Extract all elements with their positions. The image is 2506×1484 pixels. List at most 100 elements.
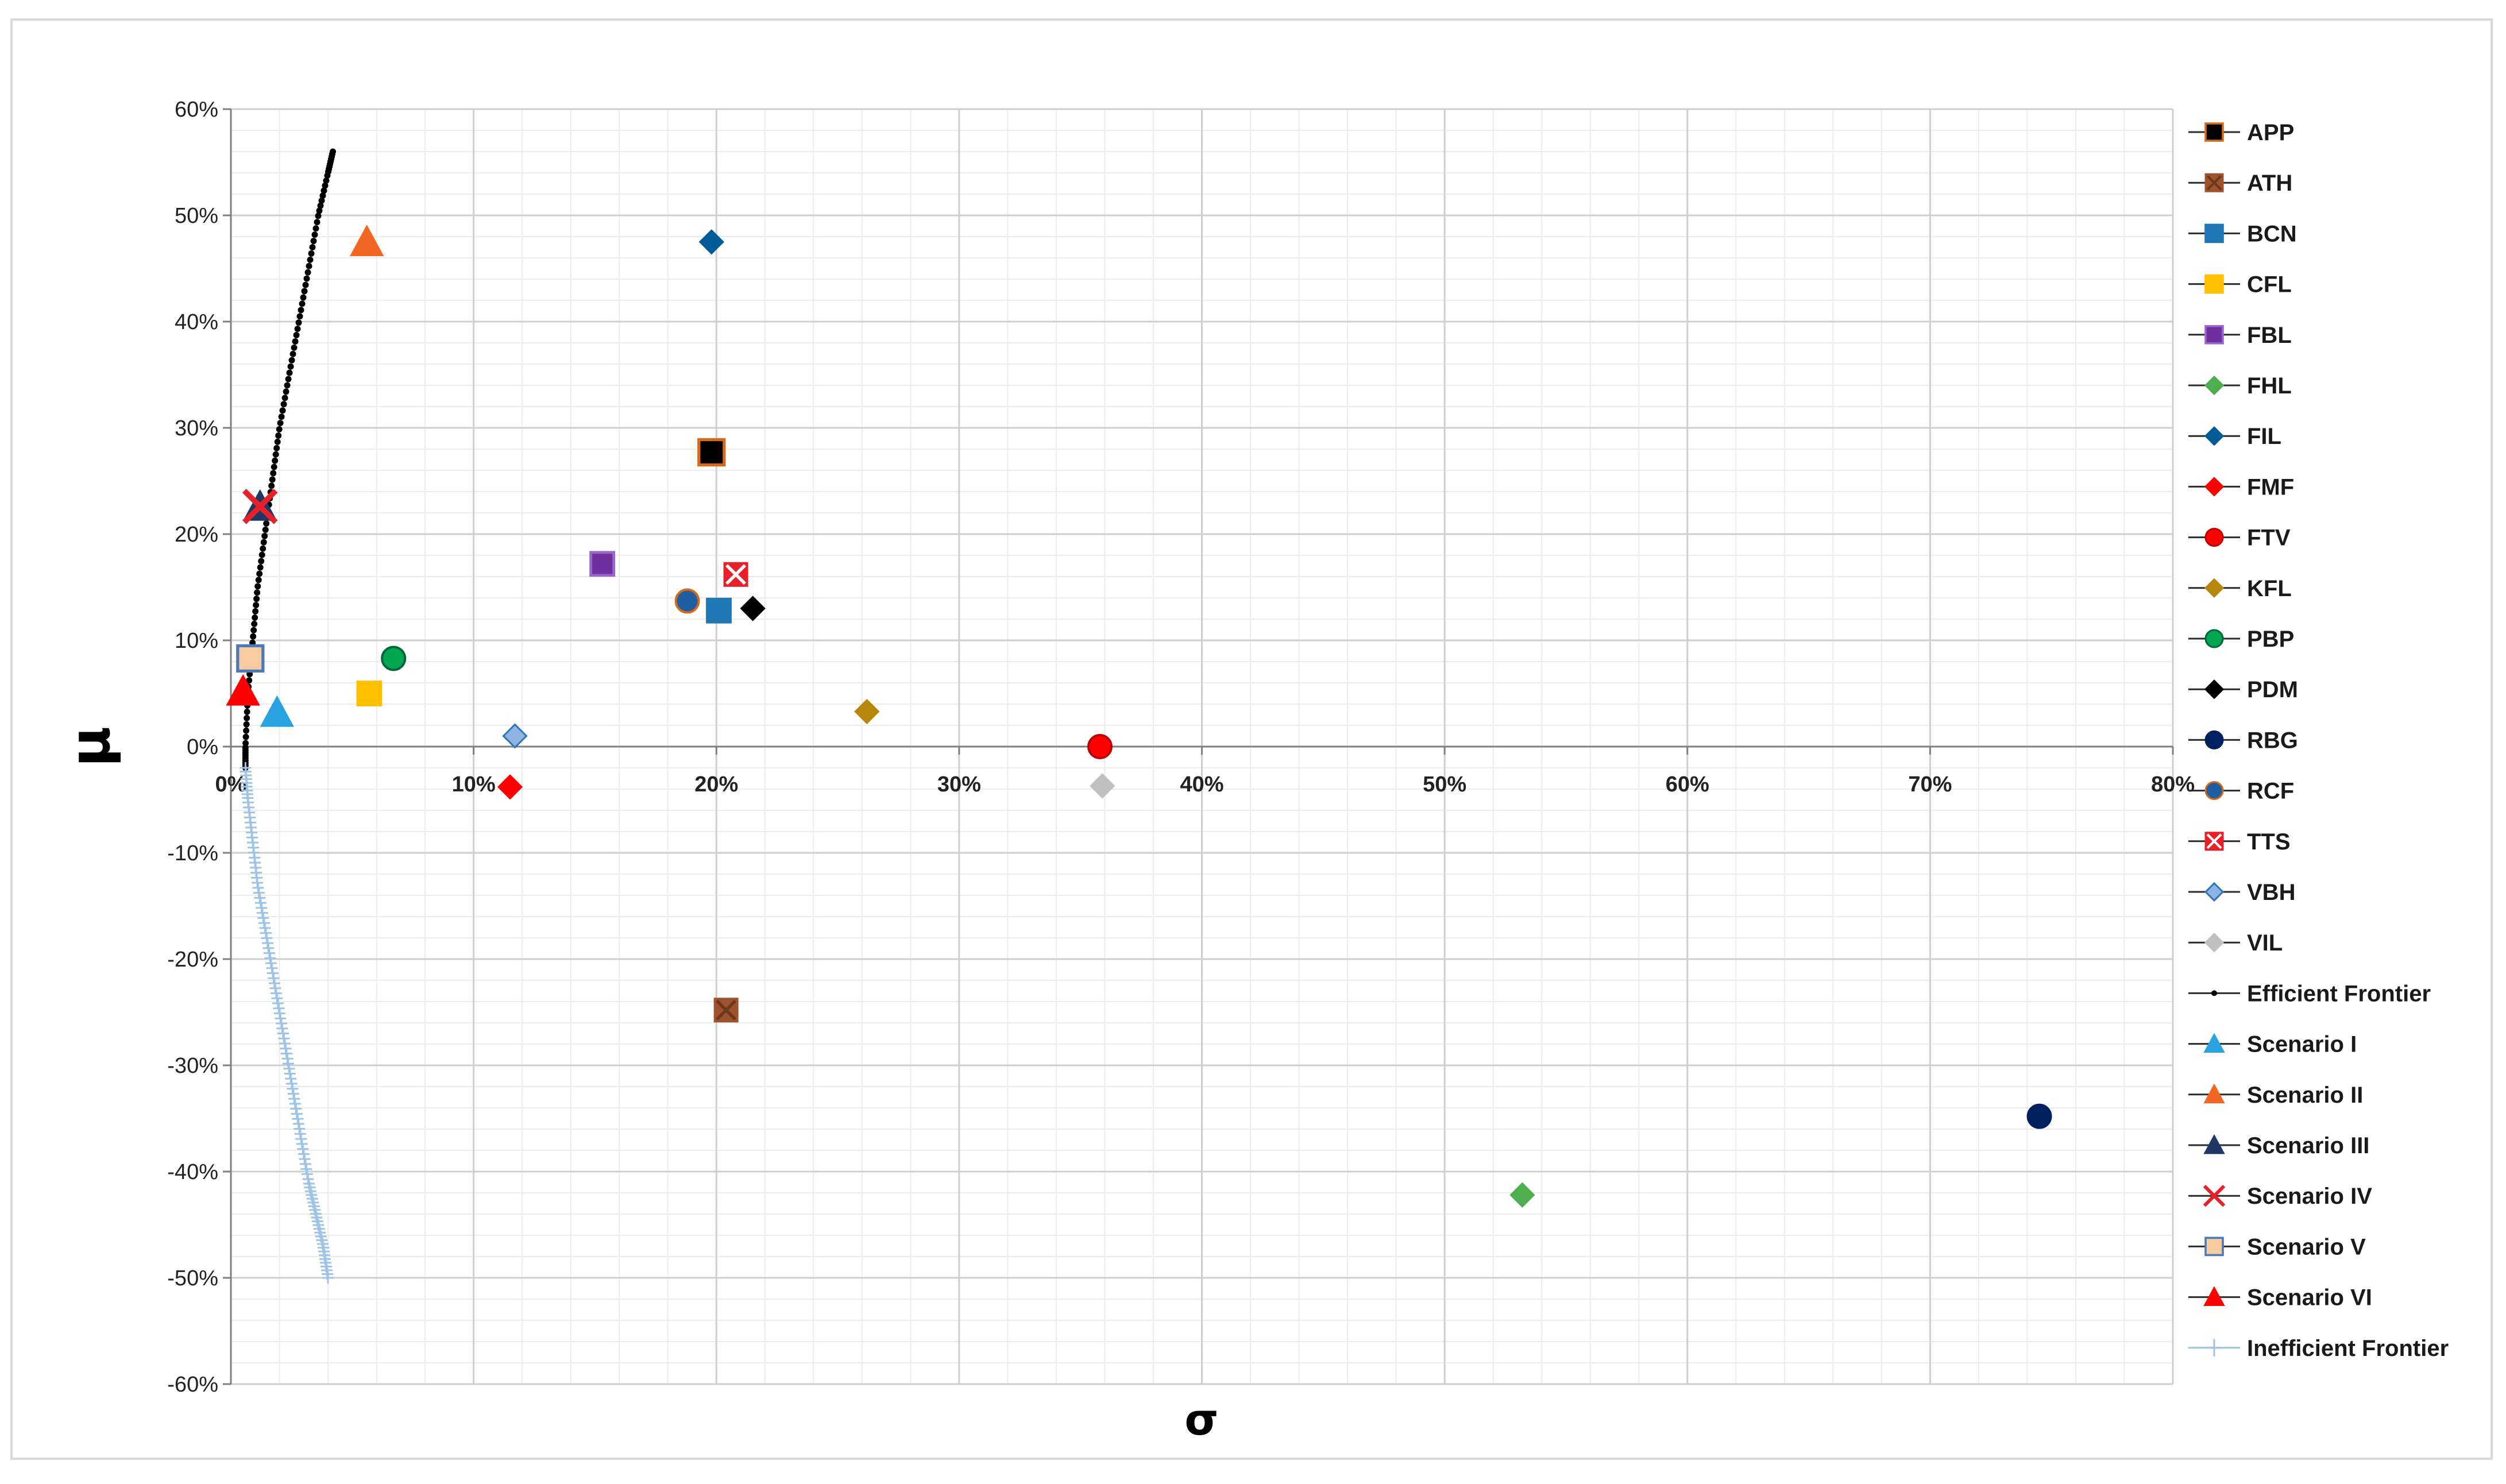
marker-circle xyxy=(674,588,700,614)
frontier-point xyxy=(253,602,260,609)
marker-dot xyxy=(318,197,325,204)
frontier-point xyxy=(296,313,303,320)
marker-dot xyxy=(257,564,264,571)
legend-item-tts: TTS xyxy=(2188,829,2291,855)
frontier-point xyxy=(258,551,265,558)
marker-cross xyxy=(725,564,747,585)
marker-dot xyxy=(321,187,327,194)
y-tick-label: 60% xyxy=(175,98,218,122)
point-scenario-i xyxy=(260,695,294,727)
legend-label: VBH xyxy=(2247,880,2295,905)
frontier-point xyxy=(277,420,284,427)
marker-square xyxy=(2204,1236,2224,1257)
legend-label: Scenario IV xyxy=(2247,1184,2372,1209)
frontier-point xyxy=(285,376,292,382)
marker-diamond xyxy=(2204,882,2225,902)
legend: APP ATH BCN CFL FBL FHL FIL FMF FTV KFL PBP PDM RBG R… xyxy=(2188,120,2449,1361)
marker-dot xyxy=(323,177,330,184)
marker-dot xyxy=(315,212,322,219)
marker-diamond xyxy=(2204,679,2225,700)
y-tick-label: 50% xyxy=(175,204,218,228)
point-fbl xyxy=(589,551,616,577)
frontier-point xyxy=(309,244,316,250)
legend-item-ath: ATH xyxy=(2188,171,2292,196)
frontier-point xyxy=(302,281,309,288)
marker-dot xyxy=(254,583,261,590)
legend-item-app: APP xyxy=(2188,120,2294,145)
marker-dot xyxy=(246,671,253,678)
marker-triangle xyxy=(2203,1134,2225,1154)
point-scenario-vi xyxy=(226,674,260,706)
frontier-point xyxy=(299,300,306,307)
x-tick-label: 70% xyxy=(1908,772,1952,797)
frontier-point xyxy=(312,225,319,232)
point-ath xyxy=(713,998,739,1023)
frontier-point xyxy=(246,677,253,684)
point-fhl xyxy=(1509,1182,1535,1208)
marker-diamond xyxy=(2204,477,2225,497)
x-tick-label: 10% xyxy=(452,772,496,797)
frontier-point xyxy=(269,476,276,483)
frontier-point xyxy=(287,363,294,370)
point-layer xyxy=(226,225,2052,1208)
marker-square xyxy=(236,644,265,673)
marker-dot xyxy=(308,250,315,257)
marker-dot xyxy=(276,426,283,433)
legend-label: FIL xyxy=(2247,424,2281,449)
frontier-point xyxy=(243,721,250,728)
y-axis-title: μ xyxy=(58,726,122,767)
legend-label: Scenario V xyxy=(2247,1234,2366,1259)
frontier-point xyxy=(316,207,323,214)
marker-triangle xyxy=(2203,1286,2225,1307)
legend-marker xyxy=(2204,173,2224,192)
y-tick-label: 10% xyxy=(175,629,218,653)
point-bcn xyxy=(706,597,732,624)
x-tick-label: 30% xyxy=(937,772,981,797)
marker-square xyxy=(589,551,616,577)
marker-dot xyxy=(253,602,260,609)
point-rbg xyxy=(2026,1103,2052,1129)
marker-circle xyxy=(2026,1103,2052,1129)
legend-label: Scenario I xyxy=(2247,1032,2357,1057)
legend-item-bcn: BCN xyxy=(2188,221,2297,246)
marker-dot xyxy=(246,677,253,684)
frontier-point xyxy=(322,182,329,189)
frontier-point xyxy=(262,526,269,533)
marker-dot xyxy=(250,633,257,640)
marker-circle xyxy=(2204,781,2224,801)
marker-x xyxy=(2203,1184,2226,1207)
frontier-point xyxy=(254,583,261,590)
legend-label: FHL xyxy=(2247,373,2292,399)
legend-marker xyxy=(2204,1236,2224,1257)
marker-dot xyxy=(252,614,258,621)
marker-dot xyxy=(293,332,300,339)
frontier-point xyxy=(260,545,267,552)
marker-square xyxy=(2204,274,2224,294)
y-tick-label: -60% xyxy=(167,1373,218,1397)
marker-dot xyxy=(316,207,323,214)
frontier-point xyxy=(310,238,317,245)
legend-marker xyxy=(2204,629,2224,648)
legend-item-cfl: CFL xyxy=(2188,272,2292,297)
marker-circle xyxy=(2204,528,2224,547)
frontier-point xyxy=(242,733,249,740)
marker-dot xyxy=(292,338,299,345)
marker-dot xyxy=(298,307,304,314)
legend-label: Scenario VI xyxy=(2247,1285,2372,1311)
legend-item-ftv: FTV xyxy=(2188,525,2291,551)
x-tick-label: 40% xyxy=(1180,772,1223,797)
frontier-point xyxy=(256,570,263,577)
frontier-point xyxy=(242,744,249,751)
legend-item-rcf: RCF xyxy=(2188,779,2294,804)
frontier-point xyxy=(263,520,270,527)
point-tts xyxy=(723,562,748,587)
legend-label: ATH xyxy=(2247,171,2292,196)
frontier-point xyxy=(250,633,257,640)
legend-item-scenario-ii: Scenario II xyxy=(2188,1083,2363,1108)
marker-dot xyxy=(317,202,324,209)
frontier-point xyxy=(260,539,267,546)
marker-dot xyxy=(269,476,276,483)
marker-dot xyxy=(294,326,301,333)
frontier-point xyxy=(323,177,330,184)
legend-marker xyxy=(2203,1083,2225,1104)
